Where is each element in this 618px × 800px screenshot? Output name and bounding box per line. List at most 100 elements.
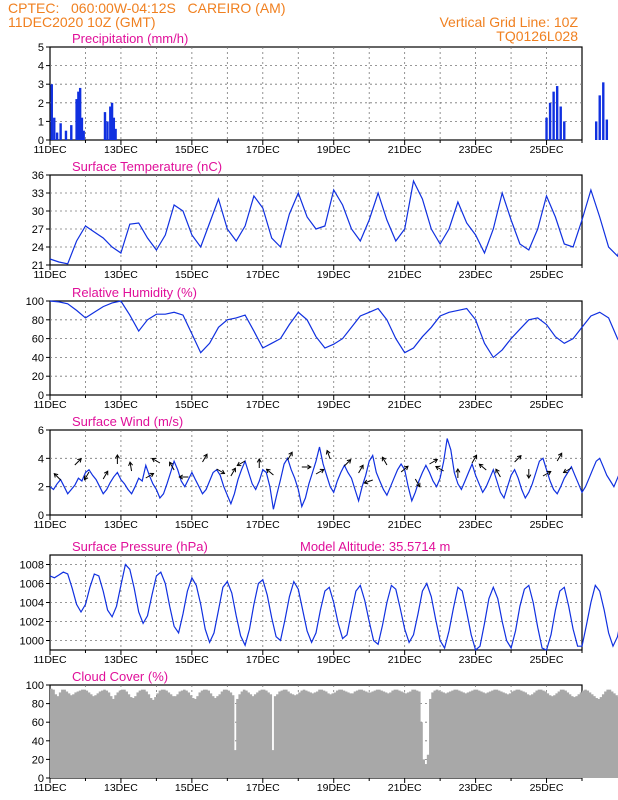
cloud-cover-bar [431,692,434,778]
humidity-xtick-label: 13DEC [104,399,138,411]
wind-arrow [556,452,563,462]
wind-arrow [102,470,109,480]
wind-arrow-head [478,463,484,469]
cloud-cover-bar [491,690,494,778]
wind-arrow [471,454,477,464]
wind-arrow-head [495,468,500,474]
cloud-cover-bar [329,694,332,778]
cloud-cover-bar [333,692,337,778]
cloud-cover-bar [460,691,463,778]
cloud-cover-bar [378,689,381,778]
cloud-cover-bar [597,698,601,778]
wind-arrow-head [83,475,89,481]
cloud-cover-bar [513,690,516,778]
cloud-cover-bar [371,691,375,778]
temperature-xtick-label: 19DEC [317,269,351,281]
cloud-cover-bar [205,689,208,778]
cloud-cover-bar [229,692,233,778]
precipitation-bar [559,106,562,140]
cloud-cover-bar [56,696,60,778]
cloud-cover-bar [422,759,426,778]
cloud-cover-bar [196,696,199,778]
cloud-cover-bar [468,691,472,778]
cloud-ytick-label: 40 [32,736,44,748]
precipitation-ytick-label: 0 [38,135,44,147]
wind-arrow-head [435,465,440,471]
cloud-cover-bar [517,689,521,778]
precipitation-ytick-label: 3 [38,79,44,91]
cloud-cover-bar [570,696,574,778]
cloud-cover-bar [582,690,585,778]
pressure-xtick-label: 23DEC [459,654,493,666]
precipitation-bar [75,99,78,140]
cloud-cover-bar [584,689,587,778]
precipitation-bar [110,102,114,140]
cloud-cover-bar [216,696,219,778]
precipitation-bar [50,84,53,140]
cloud-ytick-label: 80 [32,699,44,711]
wind-arrow-head [319,468,325,474]
precipitation-xtick-label: 19DEC [317,144,351,156]
cloud-cover-bar [535,690,539,778]
wind-arrow-head [546,470,552,476]
humidity-xtick-label: 19DEC [317,399,351,411]
temperature-ytick-label: 24 [32,242,44,254]
cloud-cover-bar [276,694,279,778]
cloud-cover-bar [575,696,578,778]
wind-arrow [542,471,552,477]
cloud-xtick-label: 11DEC [33,782,66,794]
cloud-cover-bar [109,696,113,778]
cloud-cover-bar [238,694,242,778]
wind-arrow [326,450,331,460]
precipitation-bar [78,87,82,140]
pressure-ytick-label: 1006 [20,579,44,591]
cloud-cover-bar [604,691,607,778]
cloud-cover-bar [280,690,284,778]
cloud-cover-bar [404,693,408,778]
header-grid-line-info: Vertical Grid Line: 10Z [439,14,578,30]
header-location: CPTEC: 060:00W-04:12S CAREIRO (AM) [8,0,286,16]
cloud-cover-bar [96,693,100,778]
humidity-xtick-label: 11DEC [33,399,66,411]
pressure-line [49,563,618,652]
cloud-cover-bar [267,692,270,778]
cloud-cover-bar [322,690,326,778]
cloud-cover-bar [588,692,592,778]
precipitation-bar [552,91,555,140]
cloud-cover-bar [435,689,439,778]
cloud-cover-bar [282,689,286,778]
cloud-cover-bar [502,692,505,778]
wind-arrow-head [220,469,226,475]
cloud-cover-bar [531,694,534,778]
humidity-frame [49,300,583,396]
wind-arrow [414,478,421,488]
wind-arrow [84,471,90,481]
cloud-cover-bar [409,691,412,778]
cloud-cover-bar [402,692,406,778]
cloud-cover-bar [256,692,259,778]
cloud-cover-bar [391,690,394,778]
wind-arrow-head [103,470,109,476]
cloud-cover-bar [349,693,352,778]
wind-arrow-head [325,449,331,455]
cloud-cover-bar [211,696,215,778]
humidity-xtick-label: 17DEC [246,399,280,411]
cloud-cover-bar [375,689,379,778]
temperature-xtick-label: 13DEC [104,269,138,281]
wind-xtick-label: 25DEC [530,519,564,531]
wind-arrow [266,468,274,476]
temperature-xtick-label: 25DEC [530,269,564,281]
pressure-xtick-label: 15DEC [175,654,209,666]
cloud-cover-bar [218,694,222,778]
cloud-cover-bar [473,689,476,778]
cloud-cover-bar [593,696,596,778]
wind-arrow-head [231,467,236,473]
wind-arrow-head [256,458,262,463]
cloud-cover-bar [542,690,545,778]
cloud-cover-bar [171,696,175,778]
cloud-cover-bar [562,689,565,778]
cloud-cover-bar [451,690,454,778]
precipitation-bar [602,82,605,140]
wind-arrow-head [128,461,134,467]
precipitation-xtick-label: 15DEC [175,144,209,156]
